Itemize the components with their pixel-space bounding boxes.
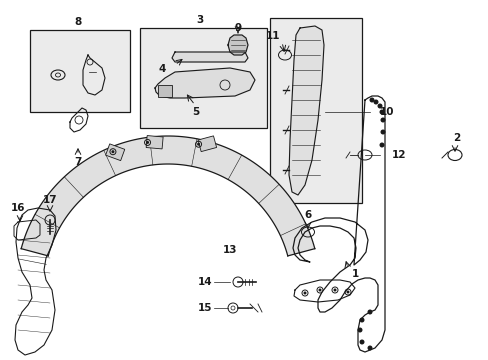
Circle shape [318, 288, 321, 292]
Bar [198, 136, 216, 152]
Circle shape [373, 99, 378, 104]
Circle shape [359, 339, 364, 345]
Text: 3: 3 [196, 15, 203, 25]
Polygon shape [227, 35, 247, 55]
Circle shape [377, 104, 382, 108]
Text: 1: 1 [351, 269, 359, 279]
Text: 11: 11 [265, 31, 280, 41]
Text: 13: 13 [223, 245, 237, 255]
Circle shape [333, 288, 336, 292]
Bar [158, 85, 172, 97]
Polygon shape [21, 136, 314, 256]
Text: 14: 14 [197, 277, 212, 287]
Text: 5: 5 [192, 107, 199, 117]
Text: 7: 7 [74, 157, 81, 167]
Circle shape [303, 292, 306, 294]
Bar [105, 144, 124, 161]
Text: 15: 15 [197, 303, 212, 313]
Circle shape [369, 98, 374, 103]
Text: 17: 17 [42, 195, 57, 205]
Text: 4: 4 [158, 64, 165, 74]
Circle shape [146, 141, 149, 144]
Circle shape [346, 291, 349, 293]
Text: 10: 10 [379, 107, 394, 117]
Circle shape [380, 130, 385, 135]
Polygon shape [155, 68, 254, 98]
Text: 2: 2 [452, 133, 460, 143]
Circle shape [357, 328, 362, 333]
Bar [30, 30, 130, 112]
Circle shape [367, 346, 372, 351]
Bar [146, 136, 163, 149]
Circle shape [367, 310, 372, 315]
Circle shape [111, 150, 114, 153]
Text: 12: 12 [391, 150, 406, 160]
Text: 8: 8 [74, 17, 81, 27]
Text: 9: 9 [234, 23, 241, 33]
Circle shape [380, 117, 385, 122]
Polygon shape [288, 26, 324, 195]
Circle shape [379, 109, 384, 114]
Text: 16: 16 [11, 203, 25, 213]
Circle shape [359, 318, 364, 323]
Circle shape [197, 143, 200, 146]
Circle shape [379, 143, 384, 148]
Text: 6: 6 [304, 210, 311, 220]
Bar [269, 18, 361, 203]
Bar [140, 28, 266, 128]
Polygon shape [172, 52, 247, 62]
